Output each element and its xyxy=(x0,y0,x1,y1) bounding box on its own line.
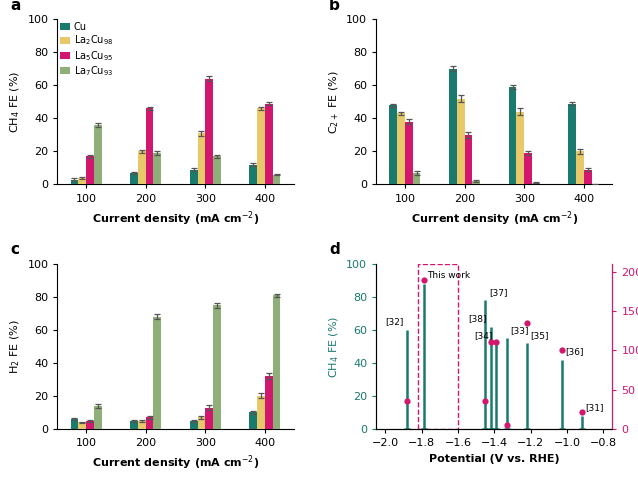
Text: [38]: [38] xyxy=(469,314,487,323)
Bar xyxy=(449,69,457,185)
Y-axis label: CH$_4$ FE (%): CH$_4$ FE (%) xyxy=(8,71,22,133)
Bar xyxy=(257,396,265,429)
Bar xyxy=(516,112,524,185)
Bar xyxy=(584,170,591,185)
Bar xyxy=(464,135,472,185)
Bar xyxy=(138,421,145,429)
Text: b: b xyxy=(329,0,340,13)
Bar xyxy=(190,421,198,429)
Bar xyxy=(94,406,101,429)
Text: c: c xyxy=(10,242,19,257)
Bar xyxy=(472,181,480,185)
Text: a: a xyxy=(10,0,20,13)
Bar xyxy=(213,156,221,185)
Text: This work: This work xyxy=(427,271,470,281)
Bar xyxy=(86,421,94,429)
Bar xyxy=(205,79,213,185)
Bar xyxy=(413,173,420,185)
Text: [32]: [32] xyxy=(385,318,404,327)
Bar xyxy=(568,104,576,185)
Bar xyxy=(198,133,205,185)
X-axis label: Current density (mA cm$^{-2}$): Current density (mA cm$^{-2}$) xyxy=(92,454,259,472)
Bar xyxy=(576,151,584,185)
Bar xyxy=(145,108,154,185)
X-axis label: Current density (mA cm$^{-2}$): Current density (mA cm$^{-2}$) xyxy=(92,209,259,228)
Bar xyxy=(94,125,101,185)
Bar xyxy=(272,174,281,185)
Text: [35]: [35] xyxy=(531,331,549,340)
Bar xyxy=(145,417,154,429)
Text: d: d xyxy=(329,242,340,257)
Bar xyxy=(190,170,198,185)
Bar xyxy=(257,108,265,185)
Bar xyxy=(272,295,281,429)
Bar xyxy=(457,99,464,185)
Y-axis label: CH$_4$ FE (%): CH$_4$ FE (%) xyxy=(327,315,341,377)
Bar xyxy=(71,419,78,429)
Bar xyxy=(154,317,161,429)
Legend: Cu, La$_2$Cu$_{98}$, La$_5$Cu$_{95}$, La$_7$Cu$_{93}$: Cu, La$_2$Cu$_{98}$, La$_5$Cu$_{95}$, La… xyxy=(61,22,114,78)
X-axis label: Potential (V vs. RHE): Potential (V vs. RHE) xyxy=(429,454,560,464)
Text: [37]: [37] xyxy=(489,288,507,297)
Bar xyxy=(405,122,413,185)
Text: [33]: [33] xyxy=(511,326,530,335)
Bar xyxy=(249,413,257,429)
Y-axis label: H$_2$ FE (%): H$_2$ FE (%) xyxy=(8,319,22,374)
Bar xyxy=(389,105,397,185)
Text: [34]: [34] xyxy=(474,331,493,340)
Bar xyxy=(249,165,257,185)
Y-axis label: C$_{2+}$ FE (%): C$_{2+}$ FE (%) xyxy=(327,70,341,134)
Text: [31]: [31] xyxy=(585,403,604,413)
Bar xyxy=(213,305,221,429)
X-axis label: Current density (mA cm$^{-2}$): Current density (mA cm$^{-2}$) xyxy=(411,209,578,228)
Bar xyxy=(154,153,161,185)
Bar xyxy=(524,153,532,185)
Bar xyxy=(397,113,405,185)
Bar xyxy=(138,151,145,185)
Text: [36]: [36] xyxy=(565,348,584,356)
Bar xyxy=(532,183,540,185)
Bar xyxy=(71,179,78,185)
Bar xyxy=(78,178,86,185)
Bar xyxy=(86,156,94,185)
Bar xyxy=(198,417,205,429)
Bar xyxy=(130,421,138,429)
Bar xyxy=(130,173,138,185)
Bar xyxy=(205,407,213,429)
Bar xyxy=(265,104,272,185)
Bar xyxy=(265,376,272,429)
Bar xyxy=(78,422,86,429)
Bar xyxy=(508,87,516,185)
